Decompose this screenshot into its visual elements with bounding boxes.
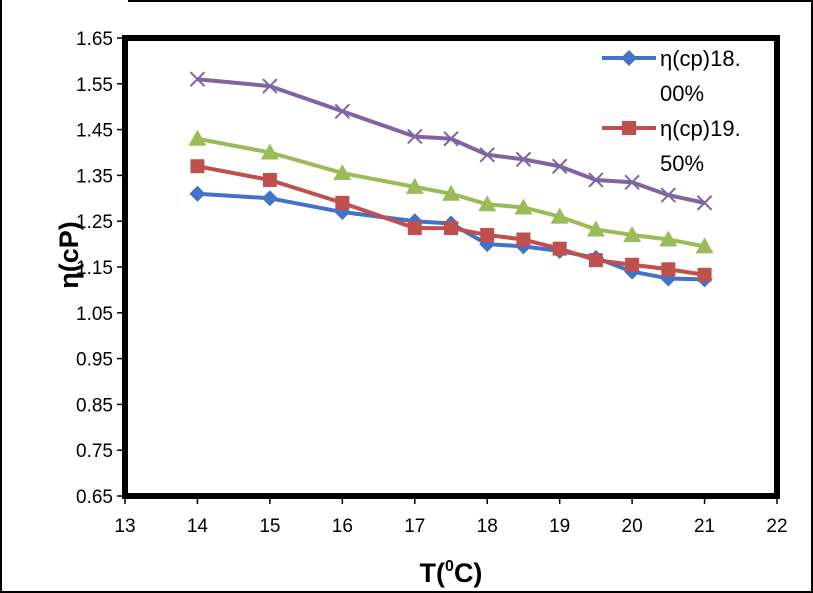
data-point-x: [479, 147, 495, 163]
y-tick-label: 0.85: [76, 395, 113, 416]
data-point-square: [697, 267, 712, 282]
data-point-triangle: [405, 177, 424, 194]
series-layer: [188, 71, 714, 288]
data-point-square: [552, 241, 567, 256]
data-point-square: [190, 159, 205, 174]
data-point-diamond: [189, 185, 206, 202]
data-point-x-stroke: [660, 187, 677, 203]
data-point-x: [443, 131, 459, 147]
y-tick-label: 1.15: [76, 258, 113, 279]
y-tick-label: 1.05: [76, 304, 113, 325]
legend-label: 00%: [660, 81, 704, 106]
data-point-triangle: [586, 220, 605, 237]
data-point-square: [335, 195, 350, 210]
data-point-square: [444, 221, 458, 236]
data-point-x: [660, 187, 677, 203]
data-point-triangle: [514, 198, 533, 215]
x-tick-label: 13: [114, 516, 135, 537]
x-axis-title: T(0C): [420, 558, 483, 588]
data-point-x-stroke: [515, 151, 532, 168]
data-point-triangle: [623, 225, 642, 242]
x-axis-title-sup: 0: [445, 558, 454, 575]
x-tick-label: 15: [259, 516, 280, 537]
x-axis-ticks: 13 14 15 16 17 18 19 20 21 22: [114, 496, 788, 537]
data-point-x: [334, 103, 351, 119]
data-point-x-stroke: [443, 131, 459, 147]
data-point-x: [515, 151, 532, 168]
data-point-square: [262, 172, 277, 187]
data-point-triangle: [659, 230, 678, 247]
data-point-x: [551, 158, 568, 174]
y-tick-label: 0.75: [76, 441, 113, 462]
x-tick-label: 19: [549, 516, 570, 537]
data-point-x: [588, 172, 604, 188]
data-point-x: [624, 174, 640, 190]
legend-label: η(cp)18.: [660, 46, 741, 71]
data-point-x-stroke: [407, 128, 423, 145]
x-axis-title-end: C): [454, 558, 483, 588]
data-point-square: [622, 121, 636, 135]
data-point-diamond: [621, 50, 637, 66]
data-point-x-stroke: [189, 71, 206, 87]
y-axis-title: η(cP): [54, 221, 84, 289]
data-point-x-stroke: [479, 147, 495, 163]
series-line: [197, 136, 705, 249]
y-tick-label: 1.55: [76, 75, 113, 96]
x-tick-label: 18: [477, 516, 498, 537]
data-point-x-stroke: [334, 103, 351, 119]
data-point-triangle: [442, 184, 460, 201]
legend-entry: η(cp)19. 50%: [602, 116, 741, 176]
data-point-square: [661, 262, 676, 277]
plot-area-border: [122, 35, 780, 499]
y-tick-label: 0.65: [76, 487, 113, 508]
y-tick-label: 1.45: [76, 121, 113, 142]
data-point-diamond: [261, 190, 278, 207]
data-point-square: [625, 257, 640, 272]
x-tick-label: 14: [187, 516, 209, 537]
series-2: [190, 159, 712, 282]
legend: η(cp)18. 00% η(cp)19. 50%: [602, 46, 741, 176]
data-point-x-stroke: [696, 195, 713, 211]
series-3: [188, 129, 714, 254]
legend-entry: η(cp)18. 00%: [602, 46, 741, 106]
y-axis-ticks: 0.65 0.75 0.85 0.95 1.05 1.15 1.25 1.35 1.45 1.55…: [76, 29, 125, 508]
legend-label: η(cp)19.: [660, 116, 741, 141]
y-tick-label: 1.35: [76, 166, 113, 187]
series-4: [189, 71, 713, 211]
series-line: [197, 77, 705, 205]
data-point-triangle: [550, 207, 569, 224]
x-tick-label: 16: [332, 516, 353, 537]
y-tick-label: 1.65: [76, 29, 113, 50]
data-point-x-stroke: [262, 78, 278, 94]
data-point-x: [407, 128, 423, 145]
data-point-square: [407, 221, 422, 236]
data-point-square: [516, 232, 531, 247]
y-tick-label: 0.95: [76, 350, 113, 371]
data-point-triangle: [333, 164, 352, 181]
x-axis-title-main: T(: [420, 558, 445, 588]
data-point-x: [262, 78, 278, 94]
data-point-triangle: [188, 129, 207, 146]
data-point-triangle: [260, 143, 279, 160]
data-point-x-stroke: [588, 172, 604, 188]
x-tick-label: 20: [622, 516, 643, 537]
data-point-triangle: [478, 195, 497, 212]
x-tick-label: 21: [694, 516, 715, 537]
y-tick-label: 1.25: [76, 212, 113, 233]
x-tick-label: 22: [766, 516, 787, 537]
data-point-x-stroke: [624, 174, 640, 190]
data-point-x-stroke: [551, 158, 568, 174]
frame-top-edge: [128, 0, 813, 2]
legend-label: 50%: [660, 151, 704, 176]
data-point-square: [480, 227, 495, 242]
x-tick-label: 17: [404, 516, 425, 537]
data-point-square: [588, 253, 603, 268]
data-point-x: [189, 71, 206, 87]
data-point-triangle: [695, 237, 714, 254]
data-point-x: [696, 195, 713, 211]
